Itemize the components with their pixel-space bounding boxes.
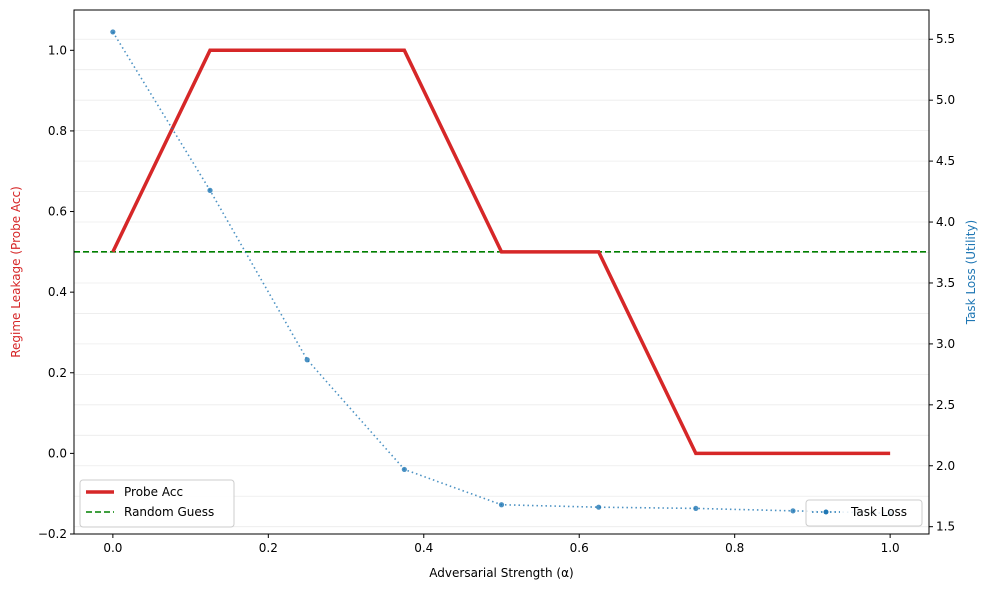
task-loss-point	[693, 505, 699, 512]
x-tick-label: 0.0	[103, 541, 122, 555]
right-tick-label: 5.5	[936, 32, 955, 46]
task-loss-point	[401, 466, 407, 473]
right-tick-label: 4.5	[936, 154, 955, 168]
legend-label-random-guess: Random Guess	[124, 505, 214, 519]
task-loss-point	[207, 187, 213, 193]
right-tick-label: 2.5	[936, 398, 955, 412]
task-loss-point	[790, 508, 796, 514]
right-axis-ticks: 1.5 2.0 2.5 3.0 3.5 4.0 4.5 5.0 5.5	[929, 32, 955, 534]
right-tick-label: 4.0	[936, 215, 955, 229]
left-tick-label: 0.0	[48, 446, 67, 460]
left-tick-label: 1.0	[48, 43, 67, 57]
right-tick-label: 5.0	[936, 93, 955, 107]
legend-lower-right: Task Loss	[805, 499, 923, 527]
right-tick-label: 1.5	[936, 520, 955, 534]
x-tick-label: 0.8	[725, 541, 744, 555]
plot-series	[74, 29, 929, 516]
task-loss-line	[112, 31, 891, 515]
left-axis-label: Regime Leakage (Probe Acc)	[9, 186, 23, 358]
right-tick-label: 3.5	[936, 276, 955, 290]
left-tick-label: 0.6	[48, 205, 67, 219]
right-tick-label: 2.0	[936, 459, 955, 473]
plot-frame	[73, 9, 930, 535]
left-axis-ticks: −0.2 0.0 0.2 0.4 0.6 0.8 1.0	[38, 43, 74, 541]
probe-acc-line	[111, 48, 891, 456]
x-axis-label: Adversarial Strength (α)	[429, 566, 573, 580]
legend-label-task-loss: Task Loss	[850, 505, 907, 519]
x-tick-label: 0.6	[570, 541, 589, 555]
x-tick-label: 0.4	[414, 541, 433, 555]
task-loss-point	[596, 504, 602, 510]
task-loss-point	[498, 502, 505, 508]
grid-lines	[74, 38, 929, 528]
x-tick-label: 1.0	[881, 541, 900, 555]
legend-lower-left: Probe Acc Random Guess	[79, 479, 235, 528]
left-tick-label: −0.2	[38, 527, 67, 541]
right-tick-label: 3.0	[936, 337, 955, 351]
left-tick-label: 0.4	[48, 285, 67, 299]
x-axis-ticks: 0.0 0.2 0.4 0.6 0.8 1.0	[103, 534, 900, 555]
right-axis-label: Task Loss (Utility)	[964, 220, 978, 326]
task-loss-point	[304, 357, 310, 363]
left-tick-label: 0.2	[48, 366, 67, 380]
legend-marker-task-loss	[823, 509, 829, 515]
legend-label-probe-acc: Probe Acc	[124, 485, 183, 499]
legend-box	[79, 479, 235, 528]
task-loss-point	[110, 29, 116, 35]
x-tick-label: 0.2	[259, 541, 278, 555]
legend-box	[805, 499, 923, 527]
left-tick-label: 0.8	[48, 124, 67, 138]
